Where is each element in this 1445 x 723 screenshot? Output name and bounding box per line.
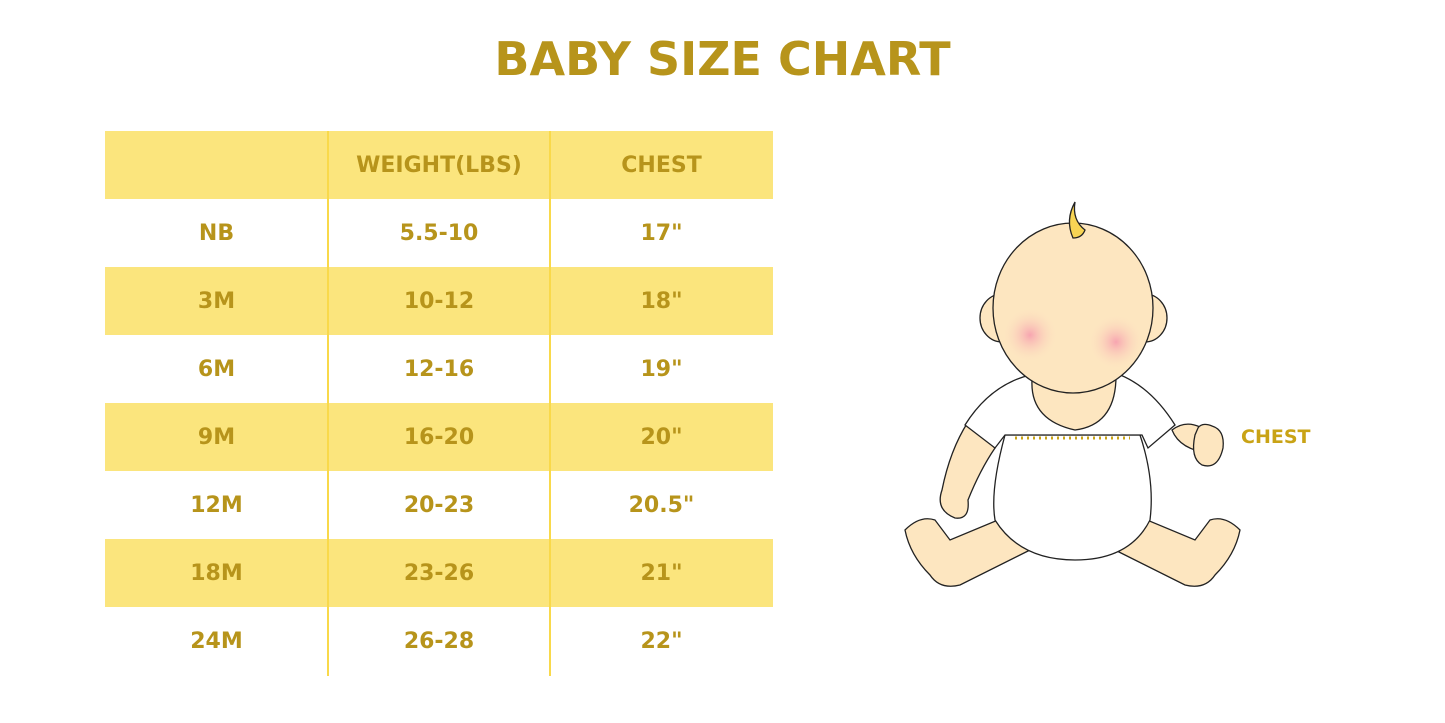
chest-cell: 20.5": [628, 492, 695, 518]
column-divider: [549, 131, 551, 676]
chest-cell: 21": [640, 560, 683, 586]
weight-cell: 16-20: [403, 424, 475, 450]
size-cell: 6M: [197, 356, 236, 382]
table-row: 24M 26-28 22": [105, 607, 773, 675]
weight-cell: 26-28: [403, 628, 475, 654]
weight-cell: 10-12: [403, 288, 475, 314]
size-cell: 3M: [197, 288, 236, 314]
header-cell: WEIGHT(LBS): [356, 152, 522, 178]
page-title: BABY SIZE CHART: [494, 32, 951, 86]
table-row: 9M 16-20 20": [105, 403, 773, 471]
size-cell: 24M: [190, 628, 243, 654]
head: [992, 222, 1154, 394]
baby-illustration: [904, 201, 1241, 587]
fist: [1192, 423, 1224, 467]
size-cell: NB: [198, 220, 235, 246]
table-row: 12M 20-23 20.5": [105, 471, 773, 539]
right-cheek: [1088, 314, 1144, 370]
table-header: WEIGHT(LBS) CHEST: [105, 131, 773, 199]
size-cell: 18M: [190, 560, 243, 586]
neck: [1031, 377, 1117, 431]
table-row: 3M 10-12 18": [105, 267, 773, 335]
left-leg: [904, 513, 1036, 587]
size-table: WEIGHT(LBS) CHEST NB 5.5-10 17" 3M 10-12…: [105, 131, 773, 675]
chest-cell: 22": [640, 628, 683, 654]
left-arm: [939, 420, 996, 519]
chest-cell: 17": [640, 220, 683, 246]
size-cell: 12M: [190, 492, 243, 518]
weight-cell: 23-26: [403, 560, 475, 586]
weight-cell: 20-23: [403, 492, 475, 518]
hair-curl: [1068, 201, 1086, 239]
chest-cell: 20": [640, 424, 683, 450]
weight-cell: 12-16: [403, 356, 475, 382]
weight-cell: 5.5-10: [399, 220, 479, 246]
table-row: 18M 23-26 21": [105, 539, 773, 607]
size-cell: 9M: [197, 424, 236, 450]
table-row: 6M 12-16 19": [105, 335, 773, 403]
onesie-body: [993, 434, 1152, 561]
chest-cell: 19": [640, 356, 683, 382]
chest-label: CHEST: [1241, 426, 1311, 448]
header-cell: [105, 131, 328, 199]
header-cell: CHEST: [621, 152, 702, 178]
left-cheek: [1002, 307, 1058, 363]
column-divider: [327, 131, 329, 676]
table-row: NB 5.5-10 17": [105, 199, 773, 267]
chest-cell: 18": [640, 288, 683, 314]
